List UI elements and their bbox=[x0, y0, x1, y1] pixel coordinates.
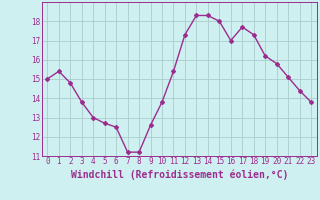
X-axis label: Windchill (Refroidissement éolien,°C): Windchill (Refroidissement éolien,°C) bbox=[70, 169, 288, 180]
